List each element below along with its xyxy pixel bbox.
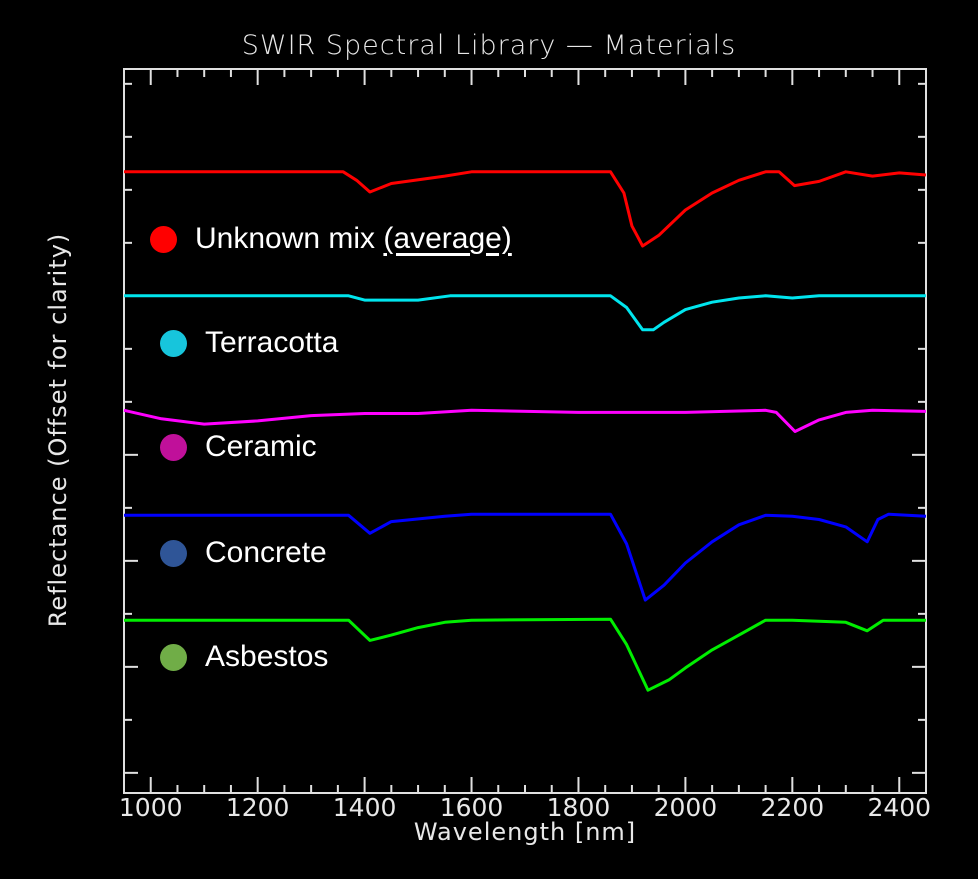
y-axis-label: Reflectance (Offset for clarity) xyxy=(44,232,72,628)
x-tick-label: 1400 xyxy=(332,793,397,822)
legend-dot xyxy=(150,225,177,253)
legend-item-terracotta: Terracotta xyxy=(160,326,338,360)
legend-label: Terracotta xyxy=(205,326,339,359)
series-line-asbestos xyxy=(124,617,926,692)
x-tick-label: 1200 xyxy=(225,793,290,822)
x-axis-label: Wavelength [nm] xyxy=(413,818,637,846)
legend-item-concrete: Concrete xyxy=(160,536,327,570)
legend-label-suffix: (average) xyxy=(383,222,512,255)
x-tick-label: 1800 xyxy=(546,793,611,822)
x-tick-label: 1600 xyxy=(439,793,504,822)
series-line-ceramic xyxy=(123,408,927,433)
x-tick-label: 1000 xyxy=(118,793,183,822)
legend-dot xyxy=(160,329,187,357)
x-tick-label: 2000 xyxy=(653,793,718,822)
x-tick-label: 2200 xyxy=(760,793,825,822)
legend-label: Unknown mix xyxy=(195,222,376,255)
legend-label: Concrete xyxy=(205,536,327,569)
legend-dot xyxy=(160,643,187,671)
legend-dot xyxy=(160,433,187,461)
legend-label: Asbestos xyxy=(205,640,329,673)
series-line-concrete xyxy=(124,512,927,602)
x-tick-label: 2400 xyxy=(867,793,932,822)
series-line-terracotta xyxy=(124,294,926,332)
legend-item-asbestos: Asbestos xyxy=(160,640,328,674)
legend-dot xyxy=(160,539,187,567)
legend-item-unknown-mix: Unknown mix (average) xyxy=(150,222,512,256)
legend-item-ceramic: Ceramic xyxy=(160,430,317,464)
chart-title: SWIR Spectral Library — Materials xyxy=(241,30,737,61)
legend-label: Ceramic xyxy=(205,430,317,463)
series-line-unknown-mix xyxy=(124,170,927,248)
